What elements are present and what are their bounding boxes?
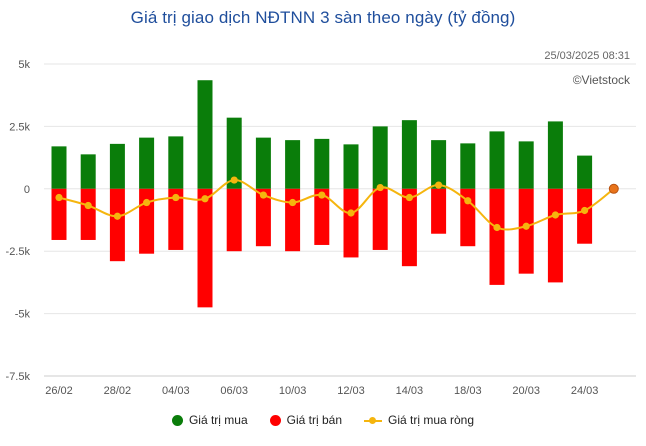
net-point[interactable]	[522, 222, 530, 230]
net-point[interactable]	[376, 183, 384, 192]
bar-sell[interactable]	[139, 188, 155, 254]
net-point[interactable]	[405, 193, 413, 202]
net-point[interactable]	[172, 193, 180, 202]
bar-buy[interactable]	[314, 138, 330, 189]
bar-sell[interactable]	[255, 188, 271, 247]
x-tick-label: 18/03	[454, 385, 482, 397]
net-point[interactable]	[464, 197, 472, 205]
y-tick-label: 2.5k	[9, 121, 30, 133]
buy-bars	[51, 80, 593, 189]
y-tick-label: -7.5k	[6, 371, 31, 383]
bar-buy[interactable]	[109, 143, 125, 189]
x-tick-label: 06/03	[220, 385, 248, 397]
chart-title: Giá trị giao dịch NĐTNN 3 sàn theo ngày …	[130, 8, 516, 27]
bar-buy[interactable]	[139, 137, 155, 189]
bar-sell[interactable]	[197, 188, 213, 308]
x-tick-label: 10/03	[279, 385, 307, 397]
timestamp: 25/03/2025 08:31	[544, 50, 630, 62]
x-tick-label: 24/03	[571, 385, 599, 397]
bar-sell[interactable]	[314, 188, 330, 245]
bar-sell[interactable]	[372, 188, 388, 250]
net-point[interactable]	[84, 201, 92, 210]
y-tick-label: -5k	[15, 309, 31, 321]
legend-marker-sell	[269, 414, 281, 426]
bar-sell[interactable]	[168, 188, 184, 250]
legend-label-sell: Giá trị bán	[286, 413, 342, 427]
x-tick-label: 12/03	[337, 385, 365, 397]
source-credit: ©Vietstock	[572, 73, 630, 87]
net-point[interactable]	[55, 193, 63, 202]
bar-sell[interactable]	[577, 188, 593, 244]
net-point[interactable]	[289, 198, 297, 207]
bar-buy[interactable]	[431, 140, 447, 189]
bar-buy[interactable]	[80, 154, 96, 189]
bar-sell[interactable]	[547, 188, 563, 283]
bar-buy[interactable]	[518, 141, 534, 189]
x-tick-label: 20/03	[512, 385, 540, 397]
bar-sell[interactable]	[51, 188, 67, 240]
bar-buy[interactable]	[401, 120, 417, 189]
bar-sell[interactable]	[518, 188, 534, 274]
x-tick-label: 14/03	[396, 385, 424, 397]
y-tick-label: 5k	[18, 59, 30, 71]
bar-buy[interactable]	[197, 80, 213, 189]
bar-sell[interactable]	[109, 188, 125, 262]
y-axis-tick-labels: 5k 2.5k 0 -2.5k -5k -7.5k	[6, 59, 31, 383]
x-tick-label: 04/03	[162, 385, 190, 397]
bar-buy[interactable]	[577, 155, 593, 189]
legend-marker-buy	[171, 414, 183, 426]
bar-sell[interactable]	[401, 188, 417, 267]
net-point[interactable]	[318, 191, 326, 199]
bar-buy[interactable]	[372, 126, 388, 189]
x-axis-tick-labels: 26/02 28/02 04/03 06/03 10/03 12/03 14/03 18/03…	[45, 385, 598, 397]
net-point[interactable]	[435, 181, 443, 189]
legend-item-buy[interactable]: Giá trị mua	[171, 413, 248, 427]
bar-sell[interactable]	[226, 188, 242, 252]
bar-sell[interactable]	[343, 188, 359, 258]
sell-bars	[51, 188, 593, 308]
bar-sell[interactable]	[489, 188, 505, 285]
net-point[interactable]	[143, 198, 151, 207]
net-point[interactable]	[230, 176, 238, 184]
bar-buy[interactable]	[343, 144, 359, 189]
net-point[interactable]	[347, 209, 355, 217]
bar-sell[interactable]	[285, 188, 301, 252]
bar-buy[interactable]	[547, 121, 563, 189]
bar-buy[interactable]	[460, 143, 476, 189]
legend-label-buy: Giá trị mua	[188, 413, 248, 427]
bar-buy[interactable]	[168, 136, 184, 189]
net-point[interactable]	[493, 223, 501, 232]
bar-buy[interactable]	[226, 117, 242, 189]
net-point[interactable]	[113, 212, 121, 220]
bar-sell[interactable]	[80, 188, 96, 240]
legend-label-net: Giá trị mua ròng	[388, 413, 475, 427]
net-point[interactable]	[201, 195, 209, 203]
bar-buy[interactable]	[255, 137, 271, 189]
y-tick-label: -2.5k	[6, 246, 31, 258]
grid-lines	[44, 63, 636, 377]
x-tick-label: 28/02	[104, 385, 132, 397]
net-point[interactable]	[259, 191, 267, 199]
legend: Giá trị mua Giá trị bán Giá trị mua ròng	[0, 413, 646, 427]
legend-item-sell[interactable]: Giá trị bán	[269, 413, 342, 427]
net-point[interactable]	[551, 211, 560, 219]
net-point[interactable]	[581, 206, 589, 215]
y-tick-label: 0	[24, 184, 30, 196]
bar-sell[interactable]	[431, 188, 447, 234]
bar-buy[interactable]	[489, 131, 505, 189]
net-line	[55, 176, 619, 232]
bar-buy[interactable]	[285, 140, 301, 189]
net-point[interactable]	[608, 183, 619, 194]
legend-marker-net	[364, 415, 382, 426]
legend-item-net[interactable]: Giá trị mua ròng	[364, 413, 474, 427]
x-tick-label: 26/02	[45, 385, 73, 397]
bar-buy[interactable]	[51, 146, 67, 189]
